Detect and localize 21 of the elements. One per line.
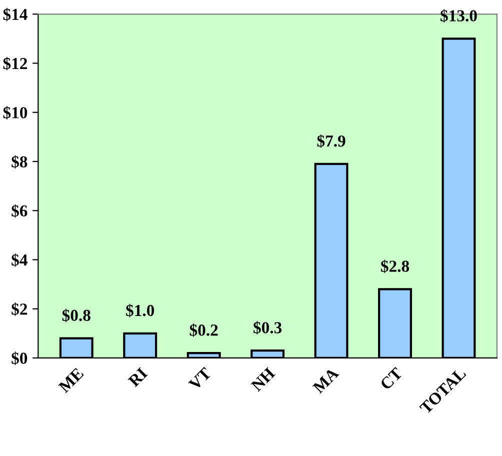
x-tick-label: MA bbox=[312, 366, 340, 394]
data-label: $0.8 bbox=[62, 308, 90, 322]
data-label: $2.8 bbox=[381, 260, 410, 274]
x-tick-label: ME bbox=[58, 367, 84, 394]
x-tick-label: CT bbox=[380, 366, 404, 390]
y-tick-label: $12 bbox=[3, 56, 28, 70]
y-tick-label: $0 bbox=[12, 352, 28, 366]
y-tick-label: $4 bbox=[12, 253, 28, 267]
x-tick-label: RI bbox=[128, 367, 148, 388]
data-label: $1.0 bbox=[126, 304, 154, 318]
data-label: $7.9 bbox=[317, 134, 346, 148]
y-tick-label: $14 bbox=[3, 8, 28, 22]
data-label: $13.0 bbox=[440, 9, 477, 23]
data-label: $0.3 bbox=[254, 321, 282, 334]
x-tick-label: VT bbox=[188, 366, 212, 391]
x-tick-label: NH bbox=[250, 366, 276, 392]
y-tick-label: $10 bbox=[3, 106, 28, 120]
y-tick-label: $2 bbox=[12, 302, 28, 316]
y-tick-label: $8 bbox=[12, 155, 28, 169]
y-tick-label: $6 bbox=[12, 204, 28, 218]
data-label: $0.2 bbox=[190, 324, 218, 337]
